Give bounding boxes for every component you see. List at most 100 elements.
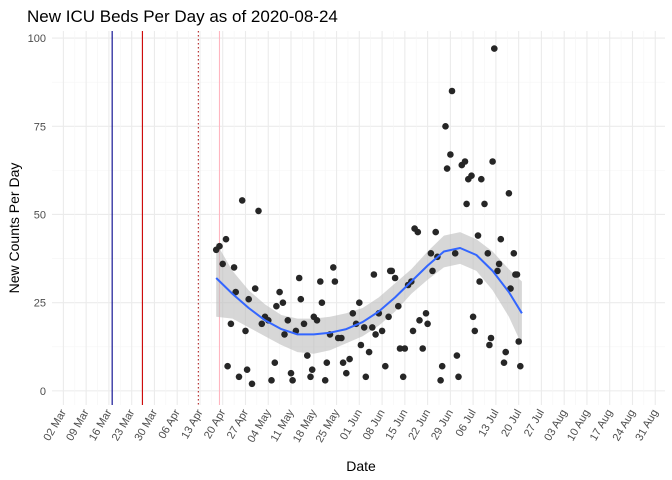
data-point xyxy=(513,271,521,278)
data-point xyxy=(323,359,331,367)
data-point xyxy=(471,327,479,335)
data-point xyxy=(356,299,363,307)
data-point xyxy=(468,172,475,179)
x-tick-label: 20 Jul xyxy=(499,408,524,439)
x-tick-label: 25 May xyxy=(314,407,343,445)
data-point xyxy=(297,295,305,303)
data-point xyxy=(489,158,496,165)
data-point xyxy=(321,377,329,384)
data-point xyxy=(255,207,262,215)
data-point xyxy=(510,250,518,257)
data-point xyxy=(469,313,477,321)
data-point xyxy=(474,232,482,239)
data-point xyxy=(235,373,243,381)
data-point xyxy=(495,260,503,268)
data-point xyxy=(447,151,454,158)
x-tick-label: 31 Aug xyxy=(633,407,661,443)
data-point xyxy=(505,190,513,197)
chart-title: New ICU Beds Per Day as of 2020-08-24 xyxy=(27,7,338,26)
data-point xyxy=(276,288,283,296)
data-point xyxy=(284,317,292,324)
data-point xyxy=(453,352,461,359)
data-point xyxy=(295,274,303,282)
data-point xyxy=(289,377,296,384)
data-point xyxy=(346,355,353,363)
data-point xyxy=(317,278,324,285)
data-point xyxy=(258,320,266,328)
y-axis-ticks: 0 25 50 75 100 xyxy=(28,33,46,398)
data-point xyxy=(419,345,427,352)
data-point xyxy=(331,278,339,285)
data-point xyxy=(248,380,256,388)
y-tick-label: 100 xyxy=(28,33,46,45)
data-point xyxy=(343,369,350,377)
data-point xyxy=(476,278,483,285)
data-point xyxy=(502,348,510,356)
data-point xyxy=(409,327,417,335)
data-point xyxy=(372,331,379,338)
data-point xyxy=(422,310,430,317)
data-point xyxy=(515,338,522,345)
data-point xyxy=(238,197,246,204)
grid xyxy=(52,31,665,405)
data-point xyxy=(219,260,226,268)
data-point xyxy=(494,267,501,275)
data-point xyxy=(429,267,436,275)
data-point xyxy=(357,341,365,349)
data-point xyxy=(230,264,238,271)
data-point xyxy=(360,324,368,331)
data-point xyxy=(245,295,252,303)
data-point xyxy=(370,271,378,278)
data-point xyxy=(243,366,251,374)
y-tick-label: 75 xyxy=(34,121,46,133)
data-point xyxy=(369,324,376,331)
confidence-band xyxy=(216,232,522,354)
data-point xyxy=(396,345,404,352)
data-point xyxy=(224,362,231,370)
data-point xyxy=(391,274,399,282)
data-point xyxy=(287,369,295,377)
y-tick-label: 25 xyxy=(34,298,46,310)
data-point xyxy=(517,362,524,370)
data-point xyxy=(395,302,402,310)
data-point xyxy=(478,175,485,183)
smooth-trend-layer xyxy=(215,247,523,336)
data-point xyxy=(300,320,308,328)
data-point xyxy=(382,362,389,370)
data-point xyxy=(365,348,373,356)
data-point xyxy=(242,327,249,335)
data-point xyxy=(378,327,386,335)
confidence-band-layer xyxy=(216,232,522,354)
data-point xyxy=(487,334,495,342)
data-point xyxy=(227,320,235,328)
data-point xyxy=(491,45,498,52)
y-tick-label: 50 xyxy=(34,209,46,221)
data-point xyxy=(385,313,392,321)
data-point xyxy=(338,334,345,342)
data-point xyxy=(448,87,456,95)
x-tick-label: 30 Mar xyxy=(132,407,160,443)
data-point xyxy=(339,359,347,367)
data-point xyxy=(271,359,279,367)
data-point xyxy=(455,373,462,381)
data-point xyxy=(437,377,444,384)
data-point xyxy=(416,317,423,324)
data-point xyxy=(273,302,280,310)
data-point xyxy=(481,200,488,208)
y-tick-label: 0 xyxy=(40,386,46,398)
data-point xyxy=(268,377,275,384)
x-axis-title: Date xyxy=(346,458,376,474)
data-point xyxy=(443,165,451,172)
data-point xyxy=(399,373,407,381)
data-point xyxy=(497,235,505,243)
data-point xyxy=(216,242,223,250)
data-point xyxy=(281,331,288,338)
data-point xyxy=(318,299,326,307)
data-point xyxy=(500,359,508,367)
data-point xyxy=(432,228,440,236)
x-tick-label: 13 Jul xyxy=(476,408,501,439)
data-point xyxy=(313,317,321,324)
